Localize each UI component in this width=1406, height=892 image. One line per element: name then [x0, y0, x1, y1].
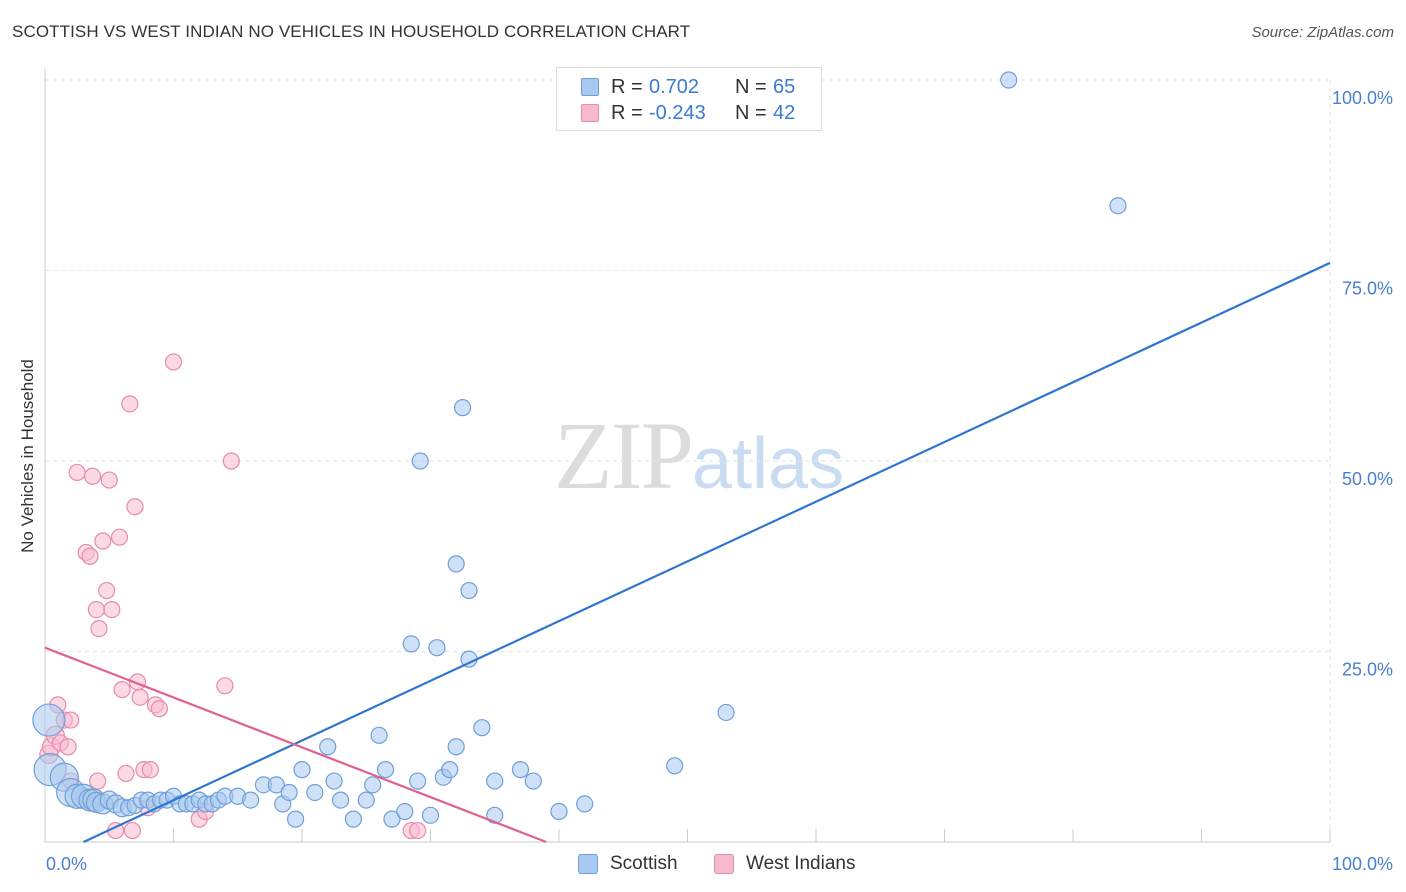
scottish-point — [441, 761, 459, 779]
n-label: N = — [735, 75, 767, 98]
west-indians-point — [123, 821, 141, 840]
scottish-point — [383, 810, 401, 828]
scottish-point — [325, 772, 343, 790]
scottish-point — [286, 810, 305, 828]
west-indians-point — [150, 700, 168, 718]
y-axis-title: No Vehicles in Household — [18, 359, 37, 553]
west-indians-point — [117, 764, 135, 783]
n-value: 65 — [773, 75, 796, 98]
scottish-point — [319, 738, 337, 756]
legend-row-scottish: R = 0.702 N = 65 — [581, 74, 795, 100]
scottish-point — [428, 639, 446, 657]
scottish-point — [357, 791, 375, 809]
scottish-point — [306, 783, 324, 802]
scottish-point — [1000, 71, 1018, 89]
west-indians-point — [83, 467, 102, 485]
scottish-point — [421, 806, 440, 824]
watermark-sub: atlas — [692, 424, 845, 504]
scottish-point — [409, 772, 427, 790]
r-label: R = — [611, 101, 643, 124]
west-indians-point — [216, 677, 234, 695]
west-indians-point — [87, 600, 106, 619]
west-indians-point — [90, 620, 108, 638]
scottish-point — [447, 738, 465, 756]
watermark: ZIPatlas — [554, 400, 844, 511]
scottish-point — [473, 719, 491, 737]
west-indians-point — [113, 680, 131, 699]
scottish-point — [1109, 197, 1127, 215]
legend-label-west-indians: West Indians — [746, 853, 856, 874]
correlation-legend: R = 0.702 N = 65 R = -0.243 N = 42 — [556, 67, 822, 131]
scottish-point — [376, 761, 395, 779]
y-tick-label: 50.0% — [1342, 469, 1393, 489]
scottish-point — [576, 795, 594, 813]
west-indians-point — [141, 761, 159, 779]
n-value: 42 — [773, 101, 796, 124]
scottish-trend-line — [83, 261, 1331, 843]
west-indians-point — [100, 471, 118, 489]
watermark-main: ZIP — [554, 402, 694, 509]
r-label: R = — [611, 75, 643, 98]
west-indians-point — [68, 463, 86, 482]
scottish-point — [402, 635, 420, 653]
scottish-point — [486, 806, 504, 824]
scottish-point — [280, 783, 298, 802]
west-indians-point — [131, 688, 149, 706]
legend-item-scottish: Scottish — [578, 851, 678, 877]
scottish-swatch — [578, 854, 598, 874]
west-indians-trend-line — [44, 646, 547, 844]
west-indians-point — [59, 738, 77, 756]
source-label: Source: ZipAtlas.com — [1251, 24, 1394, 41]
west-indians-point — [409, 821, 427, 840]
west-indians-point — [81, 547, 99, 565]
west-indians-point — [121, 395, 139, 413]
west-indians-point — [103, 600, 121, 619]
scottish-swatch — [581, 78, 599, 96]
scottish-point — [454, 399, 472, 417]
x-tick-label: 0.0% — [46, 854, 87, 874]
west-indians-swatch — [714, 854, 734, 874]
scottish-point — [370, 726, 388, 744]
y-tick-label: 100.0% — [1332, 88, 1393, 108]
chart-title: SCOTTISH VS WEST INDIAN NO VEHICLES IN H… — [12, 22, 691, 41]
west-indians-point — [98, 581, 116, 600]
scottish-point — [267, 776, 285, 794]
west-indians-point — [110, 528, 129, 546]
west-indians-point — [164, 353, 183, 371]
scottish-point — [344, 810, 362, 828]
legend-item-west-indians: West Indians — [714, 851, 855, 877]
west-indians-swatch — [581, 104, 599, 122]
west-indians-point — [89, 772, 107, 790]
scottish-point — [364, 776, 382, 794]
scottish-point — [486, 772, 504, 790]
scottish-point — [447, 555, 465, 573]
r-value: 0.702 — [649, 75, 700, 98]
west-indians-point — [222, 452, 240, 470]
legend-row-west-indians: R = -0.243 N = 42 — [581, 100, 795, 126]
west-indians-point — [94, 532, 112, 550]
scottish-point — [32, 703, 66, 737]
scottish-point — [396, 802, 414, 821]
scottish-point — [460, 581, 478, 600]
x-tick-label: 100.0% — [1332, 854, 1393, 874]
scottish-point — [511, 761, 530, 779]
n-label: N = — [735, 101, 767, 124]
scottish-point — [717, 703, 735, 722]
scottish-point — [666, 757, 684, 775]
scottish-point — [331, 791, 350, 809]
west-indians-point — [126, 498, 144, 516]
r-value: -0.243 — [649, 101, 706, 124]
legend-label-scottish: Scottish — [610, 853, 678, 874]
y-tick-label: 75.0% — [1342, 279, 1393, 299]
scottish-point — [411, 452, 429, 470]
scottish-point — [524, 772, 542, 790]
scottish-point — [550, 802, 568, 821]
y-tick-label: 25.0% — [1342, 660, 1393, 680]
scottish-point — [242, 791, 260, 809]
scottish-point — [293, 761, 311, 779]
